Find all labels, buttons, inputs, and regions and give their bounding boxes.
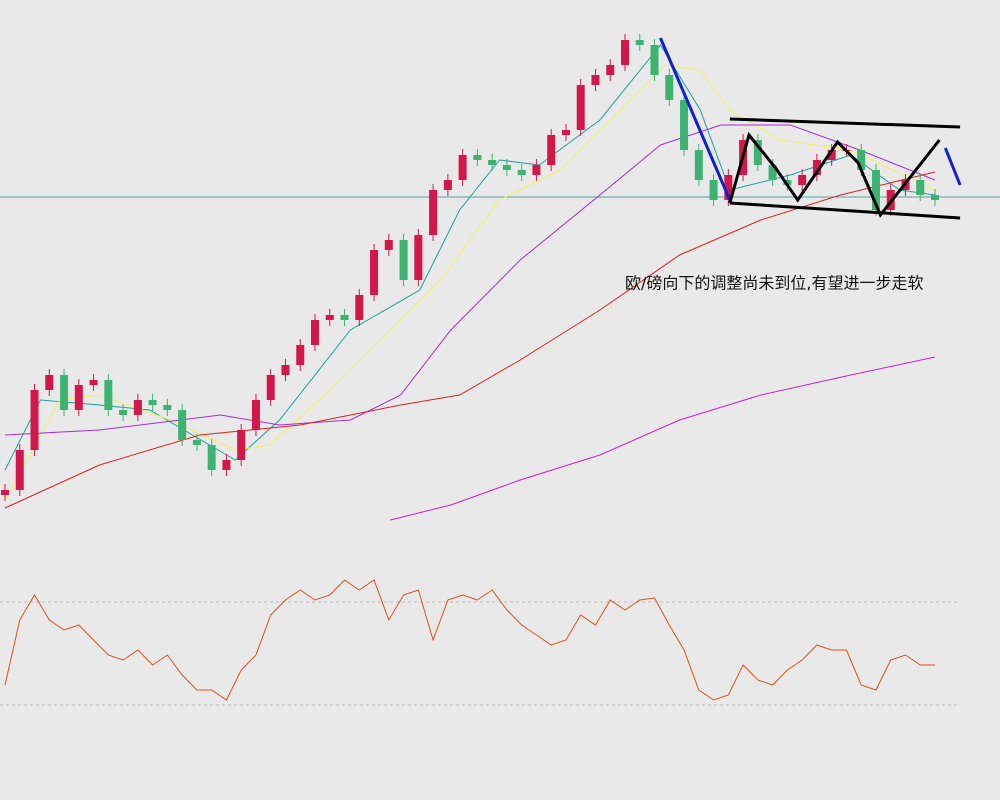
candle-body — [178, 410, 187, 440]
candle-body — [1, 490, 9, 495]
candle-body — [311, 320, 319, 345]
candle-body — [753, 140, 762, 165]
trend-drawing — [729, 201, 961, 220]
candle-body — [384, 240, 393, 250]
candle-body — [857, 150, 866, 170]
candle-body — [488, 160, 497, 165]
candle-body — [561, 130, 570, 135]
candle-body — [443, 180, 452, 190]
candle-body — [916, 180, 925, 195]
moving-average — [4, 124, 936, 436]
candle-body — [517, 170, 526, 175]
candle-body — [931, 195, 939, 200]
candle-body — [340, 315, 349, 320]
candle-body — [709, 180, 718, 200]
candle-body — [281, 365, 290, 375]
moving-average — [4, 44, 936, 471]
candle-body — [576, 85, 585, 130]
candle-body — [871, 170, 880, 210]
candle-body — [812, 160, 821, 175]
moving-average — [390, 356, 936, 521]
candle-body — [60, 375, 69, 410]
candle-body — [458, 155, 467, 180]
candle-body — [473, 155, 482, 160]
candle-body — [222, 460, 231, 470]
candle-body — [237, 430, 246, 460]
candle-body — [89, 380, 98, 385]
trend-drawing — [659, 37, 732, 201]
candle-body — [665, 75, 674, 100]
candle-body — [502, 165, 511, 170]
candle-body — [399, 240, 408, 280]
candle-body — [635, 40, 644, 45]
candle-body — [650, 45, 659, 75]
candle-body — [798, 175, 807, 185]
annotation: 欧/磅向下的调整尚未到位,有望进一步走软 — [625, 274, 923, 293]
candle-body — [192, 440, 201, 445]
candle-body — [251, 400, 260, 430]
candle-body — [429, 190, 438, 235]
candle-body — [414, 235, 423, 280]
oscillator-line — [4, 579, 935, 701]
candle-body — [694, 150, 703, 180]
candle-body — [355, 295, 364, 320]
candle-body — [591, 75, 600, 85]
candle-body — [163, 405, 172, 410]
candle-body — [370, 250, 379, 295]
candle-body — [266, 375, 275, 400]
candle-body — [325, 315, 334, 320]
trend-drawing — [729, 117, 961, 129]
candle-body — [30, 390, 39, 450]
candle-body — [119, 410, 128, 415]
candle-body — [133, 400, 142, 415]
candle-body — [45, 375, 54, 390]
candle-body — [768, 165, 777, 180]
candle-body — [547, 135, 556, 165]
candle-body — [207, 445, 216, 470]
candle-body — [827, 150, 836, 160]
candle-body — [532, 165, 541, 175]
candle-body — [606, 65, 615, 75]
candle-body — [680, 100, 689, 150]
candle-body — [724, 175, 733, 200]
candle-body — [74, 385, 83, 410]
trend-drawing — [728, 131, 941, 218]
moving-average — [4, 171, 936, 509]
candle-body — [15, 450, 24, 490]
candle-body — [621, 40, 629, 65]
candle-body — [296, 345, 305, 365]
candle-body — [148, 400, 157, 405]
trend-drawing — [943, 147, 962, 186]
moving-average — [4, 64, 936, 501]
candle-body — [104, 380, 113, 410]
